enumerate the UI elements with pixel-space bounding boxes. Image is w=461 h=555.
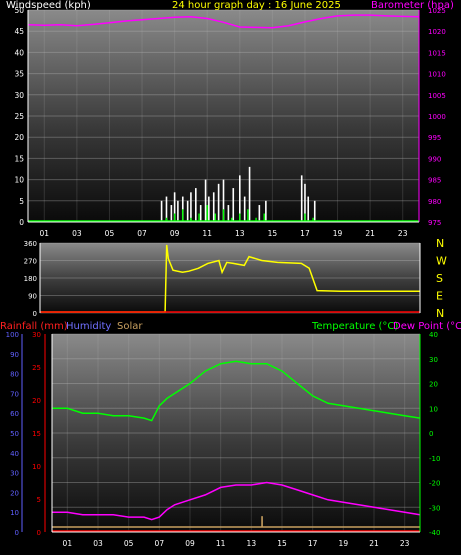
temperature-x-tick-label: 05 [124, 539, 134, 548]
wind-y-tick-label: 30 [14, 91, 24, 100]
wind-x-tick-label: 21 [365, 229, 375, 238]
rainfall-y-tick-label: 15 [32, 430, 41, 438]
rainfall-y-tick-label: 20 [32, 397, 41, 405]
compass-label-n: N [436, 307, 444, 320]
compass-label-s: S [436, 272, 443, 285]
direction-y-tick-label: 180 [24, 275, 37, 283]
wind-x-tick-label: 15 [268, 229, 278, 238]
humidity-y-tick-label: 60 [10, 410, 19, 418]
temperature-x-tick-label: 15 [277, 539, 287, 548]
barometer-axis-title: Barometer (hpa) [371, 0, 454, 11]
temperature-y-tick-label: -30 [429, 504, 440, 512]
wind-y-tick-label: 10 [14, 176, 24, 185]
compass-label-e: E [436, 290, 443, 303]
humidity-y-tick-label: 20 [10, 489, 19, 497]
humidity-y-tick-label: 80 [10, 371, 19, 379]
wind-x-tick-label: 13 [235, 229, 245, 238]
rainfall-y-tick-label: 5 [37, 496, 41, 504]
temperature-x-tick-label: 13 [247, 539, 257, 548]
wind-x-tick-label: 19 [333, 229, 343, 238]
temperature-y-tick-label: -10 [429, 455, 440, 463]
compass-label-n: N [436, 237, 444, 250]
wind-direction-line [40, 244, 420, 313]
humidity-y-tick-label: 90 [10, 351, 19, 359]
wind-y-tick-label: 15 [14, 154, 24, 163]
humidity-y-tick-label: 50 [10, 430, 19, 438]
barometer-y-tick-label: 995 [428, 134, 441, 142]
wind-y-tick-label: 40 [14, 48, 24, 57]
wind-x-tick-label: 11 [202, 229, 212, 238]
temperature-x-tick-label: 17 [308, 539, 318, 548]
temperature-x-tick-label: 03 [93, 539, 103, 548]
temperature-y-tick-label: 30 [429, 356, 438, 364]
wind-x-tick-label: 07 [137, 229, 147, 238]
wind-x-tick-label: 09 [170, 229, 180, 238]
barometer-y-tick-label: 975 [428, 219, 441, 227]
direction-y-tick-label: 360 [24, 240, 37, 248]
barometer-y-tick-label: 1000 [428, 113, 446, 121]
temperature-x-tick-label: 01 [63, 539, 73, 548]
barometer-y-tick-label: 990 [428, 155, 441, 163]
temperature-y-tick-label: 20 [429, 381, 438, 389]
wind-y-tick-label: 20 [14, 133, 24, 142]
solar-legend: Solar [117, 321, 143, 332]
temperature-x-tick-label: 09 [185, 539, 195, 548]
temperature-y-tick-label: -20 [429, 480, 440, 488]
temperature-y-tick-label: -40 [429, 529, 440, 537]
windspeed-axis-title: Windspeed (kph) [6, 0, 91, 11]
humidity-y-tick-label: 40 [10, 450, 19, 458]
barometer-y-tick-label: 985 [428, 177, 441, 185]
barometer-y-tick-label: 1010 [428, 71, 446, 79]
wind-y-tick-label: 45 [14, 27, 24, 36]
temperature-line [52, 360, 421, 422]
direction-y-tick-label: 0 [33, 310, 37, 318]
wind-y-tick-label: 50 [14, 6, 24, 15]
barometer-line [27, 14, 420, 29]
temperature-x-tick-label: 19 [339, 539, 349, 548]
humidity-y-tick-label: 100 [6, 331, 19, 339]
temperature-y-tick-label: 10 [429, 405, 438, 413]
wind-y-tick-label: 25 [14, 112, 24, 121]
temperature-x-tick-label: 07 [155, 539, 165, 548]
dewpoint-line [52, 481, 421, 521]
direction-panel-background [40, 243, 420, 313]
temperature-x-tick-label: 23 [400, 539, 410, 548]
temperature-x-tick-label: 21 [369, 539, 379, 548]
wind-x-tick-label: 23 [398, 229, 408, 238]
humidity-y-tick-label: 10 [10, 509, 19, 517]
wind-x-tick-label: 03 [72, 229, 82, 238]
humidity-y-tick-label: 30 [10, 470, 19, 478]
wind-y-tick-label: 35 [14, 70, 24, 79]
barometer-y-tick-label: 1005 [428, 92, 446, 100]
temperature-y-tick-label: 40 [429, 331, 438, 339]
rainfall-y-tick-label: 0 [37, 529, 41, 537]
barometer-y-tick-label: 1015 [428, 49, 446, 57]
compass-label-w: W [436, 255, 447, 268]
rainfall-y-tick-label: 10 [32, 463, 41, 471]
temperature-panel-background [52, 334, 420, 532]
rainfall-y-tick-label: 25 [32, 364, 41, 372]
humidity-legend: Humidity [66, 321, 112, 332]
temperature-x-tick-label: 11 [216, 539, 226, 548]
barometer-y-tick-label: 1020 [428, 28, 446, 36]
rainfall-legend: Rainfall (mm) [0, 321, 68, 332]
humidity-y-tick-label: 0 [15, 529, 19, 537]
temperature-y-tick-label: 0 [429, 430, 433, 438]
wind-x-tick-label: 01 [40, 229, 50, 238]
temperature-legend: Temperature (°C) [312, 321, 399, 332]
direction-y-tick-label: 270 [24, 258, 37, 266]
wind-x-tick-label: 05 [105, 229, 115, 238]
graph-title: 24 hour graph day : 16 June 2025 [172, 0, 341, 11]
wind-y-tick-label: 0 [19, 218, 24, 227]
rainfall-y-tick-label: 30 [32, 331, 41, 339]
humidity-y-tick-label: 70 [10, 390, 19, 398]
dewpoint-legend: Dew Point (°C) [393, 321, 461, 332]
barometer-y-tick-label: 1025 [428, 7, 446, 15]
wind-x-tick-label: 17 [300, 229, 310, 238]
barometer-y-tick-label: 980 [428, 198, 441, 206]
wind-y-tick-label: 5 [19, 197, 24, 206]
direction-y-tick-label: 90 [28, 293, 37, 301]
